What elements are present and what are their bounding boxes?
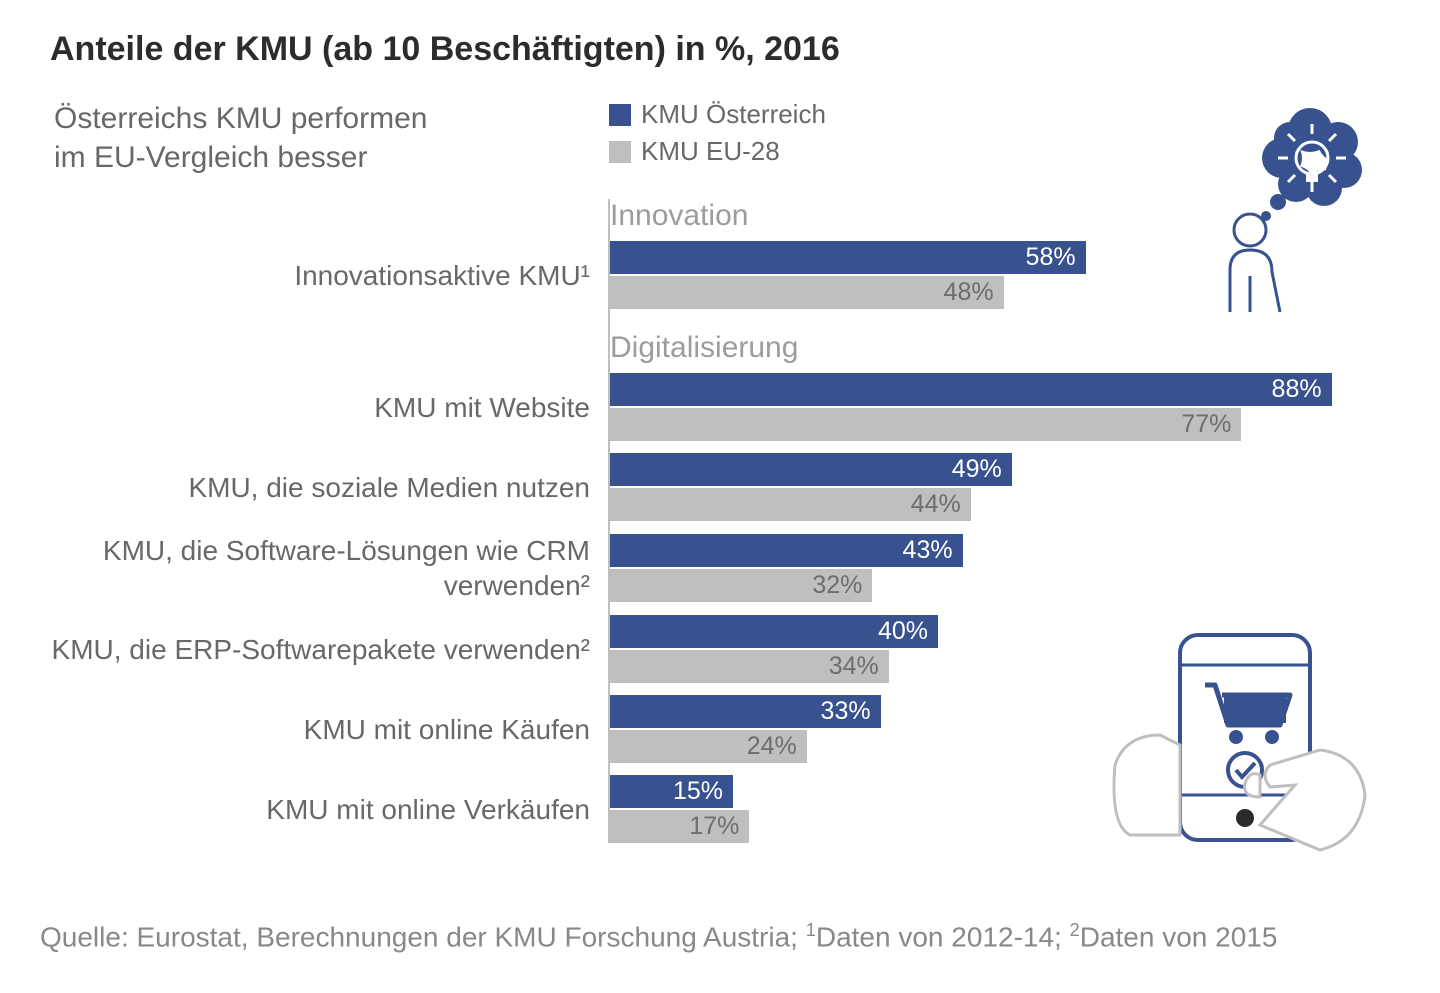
bar-secondary: 32% (610, 569, 872, 602)
bar-primary: 43% (610, 534, 963, 567)
legend-item-2: KMU EU-28 (609, 136, 826, 167)
bar-row: Innovationsaktive KMU¹58%48% (50, 241, 1390, 309)
bar-primary: 58% (610, 241, 1086, 274)
legend-label-2: KMU EU-28 (641, 136, 780, 167)
footer-note-1: Daten von 2012-14; (816, 921, 1070, 952)
bar-row-label: Innovationsaktive KMU¹ (50, 258, 610, 293)
bar-pair: 43%32% (610, 534, 963, 602)
bar-primary: 49% (610, 453, 1012, 486)
bar-row-label: KMU mit Website (50, 390, 610, 425)
top-row: Österreichs KMU performen im EU-Vergleic… (50, 99, 1390, 177)
bar-row-label: KMU, die Software-Lösungen wie CRM verwe… (50, 533, 610, 603)
bar-pair: 40%34% (610, 615, 938, 683)
bar-primary: 40% (610, 615, 938, 648)
legend: KMU Österreich KMU EU-28 (599, 99, 826, 173)
bar-row-label: KMU mit online Verkäufen (50, 792, 610, 827)
bar-pair: 58%48% (610, 241, 1086, 309)
bar-secondary: 24% (610, 730, 807, 763)
bar-primary: 33% (610, 695, 881, 728)
phone-cart-icon (1110, 625, 1370, 860)
bar-pair: 49%44% (610, 453, 1012, 521)
footnote-marker-2: 2 (1070, 920, 1080, 940)
subtitle-line-1: Österreichs KMU performen (54, 102, 427, 135)
bar-row: KMU, die Software-Lösungen wie CRM verwe… (50, 533, 1390, 603)
bar-secondary: 17% (610, 810, 749, 843)
bar-secondary: 48% (610, 276, 1004, 309)
bar-secondary: 44% (610, 488, 971, 521)
bar-row-label: KMU mit online Käufen (50, 712, 610, 747)
bar-pair: 15%17% (610, 775, 749, 843)
page: Anteile der KMU (ab 10 Beschäftigten) in… (0, 0, 1440, 993)
bar-pair: 33%24% (610, 695, 881, 763)
bar-row: KMU mit Website88%77% (50, 373, 1390, 441)
bar-secondary: 77% (610, 408, 1241, 441)
bar-row-label: KMU, die ERP-Softwarepakete verwenden² (50, 632, 610, 667)
bar-pair: 88%77% (610, 373, 1332, 441)
bar-row: KMU, die soziale Medien nutzen49%44% (50, 453, 1390, 521)
person-idea-icon (1200, 100, 1370, 325)
chart-subtitle: Österreichs KMU performen im EU-Vergleic… (50, 99, 599, 177)
bar-primary: 15% (610, 775, 733, 808)
chart-title: Anteile der KMU (ab 10 Beschäftigten) in… (50, 30, 1390, 69)
bar-row-label: KMU, die soziale Medien nutzen (50, 470, 610, 505)
section-heading: Digitalisierung (610, 331, 1390, 365)
bar-primary: 88% (610, 373, 1332, 406)
legend-swatch-1 (609, 104, 631, 126)
footnote-marker-1: 1 (806, 920, 816, 940)
source-footer: Quelle: Eurostat, Berechnungen der KMU F… (40, 920, 1277, 953)
footer-note-2: Daten von 2015 (1080, 921, 1278, 952)
legend-label-1: KMU Österreich (641, 99, 826, 130)
legend-swatch-2 (609, 141, 631, 163)
subtitle-line-2: im EU-Vergleich besser (54, 141, 367, 174)
legend-item-1: KMU Österreich (609, 99, 826, 130)
footer-prefix: Quelle: Eurostat, Berechnungen der KMU F… (40, 921, 806, 952)
bar-secondary: 34% (610, 650, 889, 683)
